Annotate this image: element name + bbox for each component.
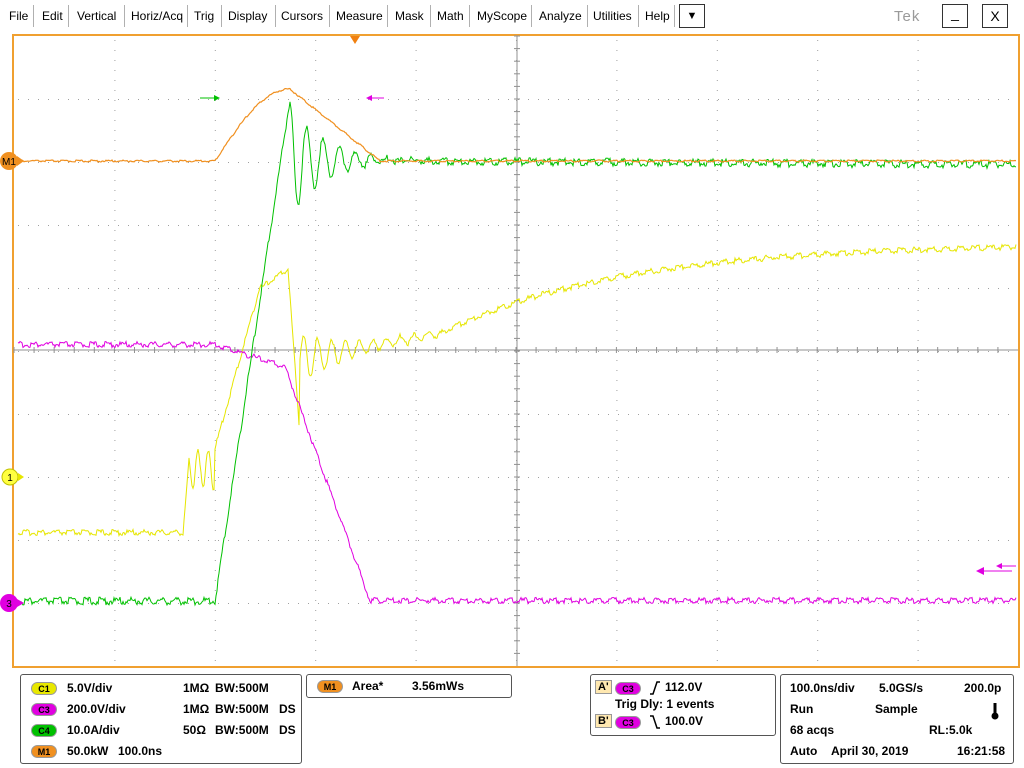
resolution-readout: 200.0p <box>964 681 1002 695</box>
menu-separator <box>68 5 69 27</box>
menu-cursors[interactable]: Cursors <box>281 9 324 23</box>
timebase-readout: 100.0ns/div <box>790 681 855 695</box>
menu-bar: File Edit Vertical Horiz/Acq Trig Displa… <box>0 0 1024 32</box>
menu-file[interactable]: File <box>9 9 29 23</box>
menu-measure[interactable]: Measure <box>336 9 383 23</box>
ch3-coupling: 1MΩ <box>183 702 210 716</box>
menu-utilities[interactable]: Utilities <box>593 9 632 23</box>
ch4-waveform <box>17 101 1016 607</box>
run-state: Run <box>790 702 814 716</box>
menu-math[interactable]: Math <box>437 9 464 23</box>
ch3-bandwidth: BW:500M <box>215 702 269 716</box>
ch1-marker-label: 1 <box>7 473 13 484</box>
record-length: RL:5.0k <box>929 723 973 737</box>
m1-ground-marker[interactable]: M1 <box>0 152 24 170</box>
rising-edge-icon <box>650 681 660 695</box>
acquisition-mode: Sample <box>875 702 918 716</box>
m1-badge[interactable]: M1 <box>31 745 57 758</box>
ch3-scale: 200.0V/div <box>67 702 126 716</box>
measurement-source-badge: M1 <box>317 680 343 693</box>
tek-logo: Tek <box>894 8 921 25</box>
menu-separator <box>587 5 588 27</box>
menu-display[interactable]: Display <box>228 9 268 23</box>
menu-separator <box>221 5 222 27</box>
menu-separator <box>187 5 188 27</box>
green-offscreen-arrow <box>200 95 220 101</box>
sample-rate-readout: 5.0GS/s <box>879 681 924 695</box>
ch3-marker-label: 3 <box>6 599 12 610</box>
acquisition-time: 16:21:58 <box>957 744 1006 758</box>
menu-separator <box>531 5 532 27</box>
menu-separator <box>674 5 675 27</box>
trigger-b-label: B' <box>595 714 612 728</box>
trigger-a-level: 112.0V <box>665 680 703 694</box>
trigger-delay: Trig Dly: 1 events <box>615 697 715 711</box>
trigger-panel[interactable]: A' C3 112.0V Trig Dly: 1 events B' C3 10… <box>590 674 776 736</box>
ch3-waveform <box>17 340 1017 606</box>
menu-separator <box>469 5 470 27</box>
menu-mask[interactable]: Mask <box>395 9 424 23</box>
minimize-button[interactable]: _ <box>942 4 968 28</box>
ch4-coupling: 50Ω <box>183 723 206 737</box>
ch3-badge[interactable]: C3 <box>31 703 57 716</box>
trigger-b-source-badge: C3 <box>615 716 641 729</box>
acquisition-count: 68 acqs <box>790 723 835 737</box>
ch1-ground-marker[interactable]: 1 <box>1 468 24 486</box>
trigger-position-marker[interactable] <box>350 36 360 44</box>
measurement-panel[interactable]: M1 Area* 3.56mWs <box>306 674 512 698</box>
m1-scale: 50.0kW <box>67 744 109 758</box>
menu-vertical[interactable]: Vertical <box>77 9 117 23</box>
ch4-badge[interactable]: C4 <box>31 724 57 737</box>
ch1-coupling: 1MΩ <box>183 681 210 695</box>
close-button[interactable]: X <box>982 4 1008 28</box>
menu-horiz-acq[interactable]: Horiz/Acq <box>131 9 184 23</box>
thermometer-icon <box>991 703 999 720</box>
falling-edge-icon <box>650 715 660 729</box>
trigger-a-label: A' <box>595 680 612 694</box>
waveform-display[interactable]: M1 1 3 <box>0 0 1024 670</box>
measurement-value: 3.56mWs <box>412 679 465 693</box>
ch1-badge[interactable]: C1 <box>31 682 57 695</box>
channel-settings-panel: C1 5.0V/div 1MΩ BW:500M C3 200.0V/div 1M… <box>20 674 302 764</box>
graticule-grid <box>13 35 1018 666</box>
ch4-ds: DS <box>279 723 296 737</box>
ch1-scale: 5.0V/div <box>67 681 113 695</box>
ch1-bandwidth: BW:500M <box>215 681 269 695</box>
m1-timebase: 100.0ns <box>118 744 163 758</box>
ch1-waveform <box>17 243 1017 538</box>
trigger-mode: Auto <box>790 744 818 758</box>
menu-analyze[interactable]: Analyze <box>539 9 582 23</box>
menu-separator <box>33 5 34 27</box>
m1-marker-label: M1 <box>2 157 16 168</box>
acquisition-panel[interactable]: 100.0ns/div 5.0GS/s 200.0p Run Sample 68… <box>780 674 1014 764</box>
menu-separator <box>387 5 388 27</box>
magenta-offscreen-arrow <box>366 95 384 101</box>
trigger-a-source-badge: C3 <box>615 682 641 695</box>
magenta-right-arrows <box>976 563 1016 575</box>
menu-help[interactable]: Help <box>645 9 670 23</box>
menu-trig[interactable]: Trig <box>194 9 215 23</box>
acquisition-date: April 30, 2019 <box>831 744 909 758</box>
menu-myscope[interactable]: MyScope <box>477 9 528 23</box>
menu-separator <box>430 5 431 27</box>
menu-separator <box>124 5 125 27</box>
menu-separator <box>638 5 639 27</box>
ch3-ground-marker[interactable]: 3 <box>0 594 24 612</box>
menu-separator <box>275 5 276 27</box>
menu-separator <box>329 5 330 27</box>
m1-waveform <box>17 87 1017 163</box>
trigger-b-level: 100.0V <box>665 714 704 728</box>
measurement-name: Area* <box>352 679 384 693</box>
ch4-scale: 10.0A/div <box>67 723 120 737</box>
menu-edit[interactable]: Edit <box>42 9 63 23</box>
menu-dropdown-button[interactable]: ▼ <box>679 4 705 28</box>
ch3-ds: DS <box>279 702 296 716</box>
ch4-bandwidth: BW:500M <box>215 723 269 737</box>
